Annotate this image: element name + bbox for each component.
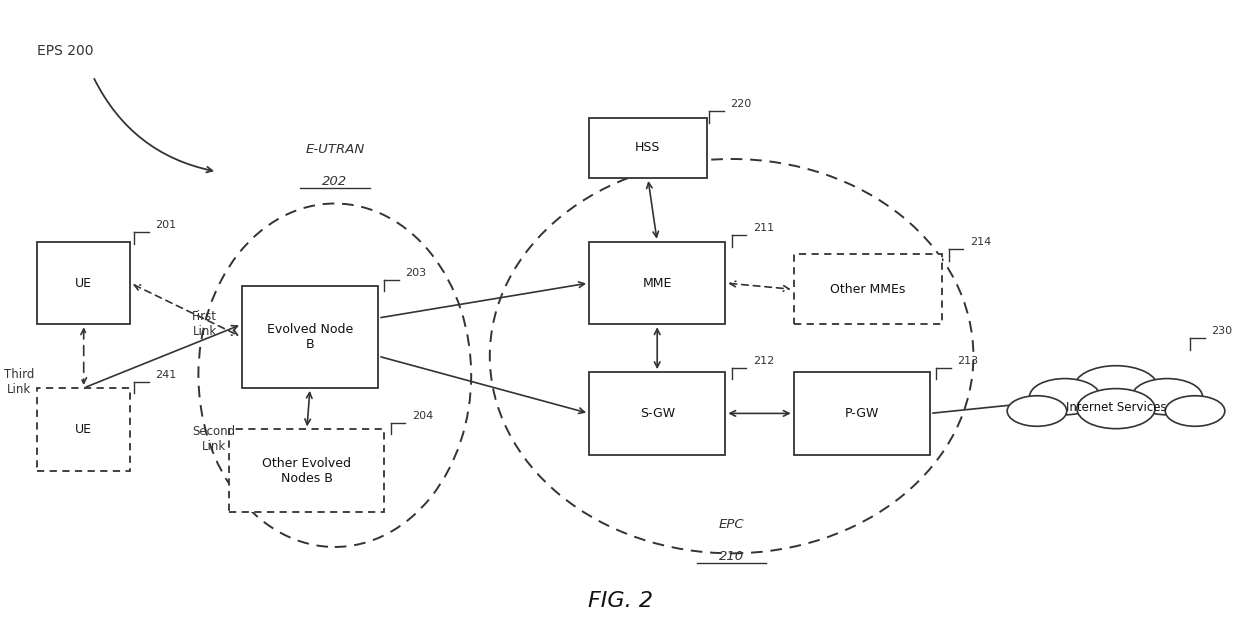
Text: Third
Link: Third Link — [4, 368, 33, 396]
FancyBboxPatch shape — [589, 242, 725, 324]
Circle shape — [1076, 389, 1156, 429]
Text: Other MMEs: Other MMEs — [831, 283, 905, 296]
Text: 202: 202 — [322, 175, 347, 188]
Text: 204: 204 — [412, 411, 433, 421]
Text: 203: 203 — [405, 268, 427, 278]
Text: MME: MME — [642, 277, 672, 289]
Circle shape — [1166, 396, 1225, 426]
Text: 220: 220 — [730, 99, 751, 109]
Text: E-UTRAN: E-UTRAN — [305, 143, 365, 156]
Text: HSS: HSS — [635, 141, 661, 155]
Text: UE: UE — [76, 423, 92, 436]
Text: P-GW: P-GW — [844, 407, 879, 420]
Text: Evolved Node
B: Evolved Node B — [267, 323, 353, 351]
FancyBboxPatch shape — [242, 286, 378, 388]
Text: 213: 213 — [957, 356, 978, 366]
Text: First
Link: First Link — [192, 310, 217, 338]
Text: 211: 211 — [753, 223, 774, 233]
Text: 214: 214 — [970, 237, 991, 247]
Text: 210: 210 — [719, 550, 744, 563]
FancyBboxPatch shape — [794, 254, 942, 324]
Text: UE: UE — [76, 277, 92, 289]
Text: EPC: EPC — [719, 518, 744, 531]
Text: 241: 241 — [155, 370, 176, 380]
Text: EPS 200: EPS 200 — [37, 44, 94, 58]
FancyBboxPatch shape — [589, 372, 725, 455]
Text: 201: 201 — [155, 220, 176, 230]
Text: Second
Link: Second Link — [192, 425, 236, 453]
Text: Other Evolved
Nodes B: Other Evolved Nodes B — [263, 457, 351, 485]
FancyBboxPatch shape — [794, 372, 930, 455]
Text: S-GW: S-GW — [640, 407, 675, 420]
FancyBboxPatch shape — [589, 118, 707, 178]
FancyBboxPatch shape — [37, 388, 130, 471]
FancyBboxPatch shape — [229, 429, 384, 512]
Circle shape — [1132, 378, 1203, 415]
FancyBboxPatch shape — [37, 242, 130, 324]
Circle shape — [1029, 378, 1100, 415]
Circle shape — [1074, 366, 1158, 409]
Circle shape — [1007, 396, 1066, 426]
Text: 212: 212 — [753, 356, 774, 366]
Text: FIG. 2: FIG. 2 — [588, 591, 652, 611]
Text: Internet Services: Internet Services — [1065, 401, 1167, 413]
Text: 230: 230 — [1211, 326, 1233, 336]
